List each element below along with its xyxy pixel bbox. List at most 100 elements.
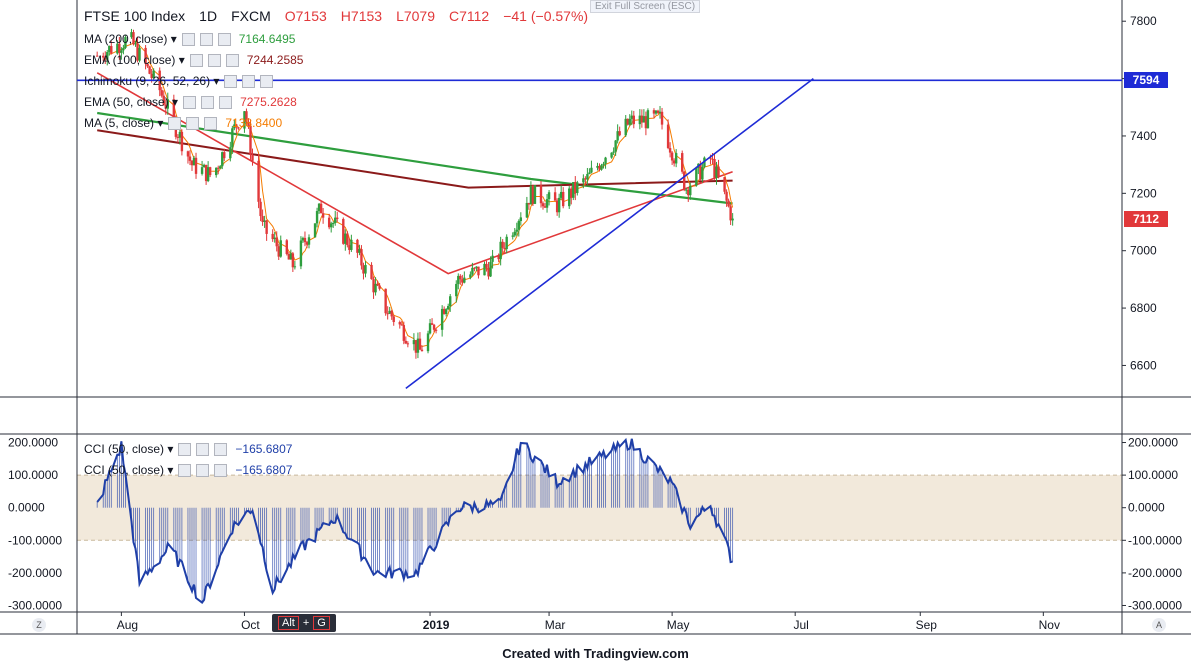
exit-fullscreen-button[interactable]: Exit Full Screen (ESC) <box>590 0 701 13</box>
indicator-legend-value: 7138.8400 <box>225 116 283 130</box>
candle-body <box>360 249 363 266</box>
visibility-icon[interactable] <box>196 463 210 477</box>
visibility-icon[interactable] <box>242 74 256 88</box>
candle-body <box>428 323 432 334</box>
candle-body <box>356 239 359 253</box>
candle-body <box>204 164 208 182</box>
candle-body <box>172 99 176 118</box>
candle-body <box>644 116 648 129</box>
visibility-icon[interactable] <box>201 95 215 109</box>
cci-legend-name[interactable]: CCI (50, close) ▾ <box>84 442 174 456</box>
indicator-legend-name[interactable]: Ichimoku (9, 26, 52, 26) ▾ <box>84 74 220 88</box>
candle-body <box>674 153 678 164</box>
candle-body <box>610 152 613 158</box>
candle-body <box>699 163 702 180</box>
candle-body <box>503 247 506 250</box>
candle-body <box>404 340 408 344</box>
remove-icon[interactable] <box>214 442 228 456</box>
zoom-reset-icon[interactable]: Z <box>32 618 46 632</box>
settings-icon[interactable] <box>183 95 197 109</box>
candle-body <box>132 32 135 45</box>
candle-body <box>376 283 379 286</box>
candle-body <box>344 233 347 244</box>
indicator-legend-row[interactable]: MA (200, close) ▾ 7164.6495 <box>84 32 295 46</box>
footer-credit: Created with Tradingview.com <box>502 646 689 661</box>
settings-icon[interactable] <box>224 74 238 88</box>
cci-tick-label: 100.0000 <box>1128 468 1178 482</box>
candle-body <box>95 55 99 57</box>
candle-body <box>683 171 686 190</box>
resistance-price-tag: 7594 <box>1124 72 1168 89</box>
cci-left-tick-label: 0.0000 <box>8 501 45 515</box>
visibility-icon[interactable] <box>199 32 213 46</box>
candle-body <box>446 306 450 310</box>
candle-body <box>449 296 452 307</box>
remove-icon[interactable] <box>225 53 239 67</box>
settings-icon[interactable] <box>181 32 195 46</box>
goto-date-hotkey[interactable]: Alt + G <box>272 614 336 632</box>
indicator-legend-name[interactable]: MA (200, close) ▾ <box>84 32 177 46</box>
settings-icon[interactable] <box>178 442 192 456</box>
remove-icon[interactable] <box>217 32 231 46</box>
indicator-legend-value: 7244.2585 <box>246 53 304 67</box>
candle-body <box>370 264 373 280</box>
candle-body <box>289 253 293 260</box>
candle-body <box>473 267 476 269</box>
candle-body <box>390 310 393 317</box>
candle-body <box>116 43 119 54</box>
candle-body <box>725 191 728 201</box>
candle-body <box>388 310 391 314</box>
cci-legend-row[interactable]: CCI (50, close) ▾ −165.6807 <box>84 442 292 456</box>
ohlc-low: L7079 <box>396 8 435 24</box>
indicator-legend-name[interactable]: MA (5, close) ▾ <box>84 116 164 130</box>
visibility-icon[interactable] <box>196 442 210 456</box>
symbol-header: FTSE 100 Index 1D FXCM O7153 H7153 L7079… <box>84 8 588 24</box>
price-tick-label: 7800 <box>1130 14 1157 28</box>
indicator-legend-name[interactable]: EMA (50, close) ▾ <box>84 95 179 109</box>
auto-scale-icon[interactable]: A <box>1152 618 1166 632</box>
candle-body <box>723 177 726 192</box>
candle-body <box>505 236 508 250</box>
cci-legend-row[interactable]: CCI (50, close) ▾ −165.6807 <box>84 463 292 477</box>
candle-body <box>120 50 123 53</box>
candle-body <box>285 240 289 255</box>
indicator-legend-name[interactable]: EMA (100, close) ▾ <box>84 53 185 67</box>
candle-body <box>501 241 504 248</box>
settings-icon[interactable] <box>168 116 182 130</box>
uptrend-line <box>405 77 814 390</box>
visibility-icon[interactable] <box>207 53 221 67</box>
candle-body <box>402 325 406 341</box>
remove-icon[interactable] <box>219 95 233 109</box>
remove-icon[interactable] <box>260 74 274 88</box>
candle-body <box>378 285 381 289</box>
chart-interval[interactable]: 1D <box>199 8 218 24</box>
indicator-legend-row[interactable]: MA (5, close) ▾ 7138.8400 <box>84 116 282 130</box>
candle-body <box>632 115 635 125</box>
candle-body <box>279 240 282 257</box>
candle-body <box>336 217 339 219</box>
cci-left-tick-label: -200.0000 <box>8 566 62 580</box>
remove-icon[interactable] <box>214 463 228 477</box>
candle-body <box>134 43 137 45</box>
settings-icon[interactable] <box>189 53 203 67</box>
candle-body <box>557 197 561 213</box>
settings-icon[interactable] <box>178 463 192 477</box>
g-key: G <box>313 616 330 630</box>
indicator-legend-row[interactable]: Ichimoku (9, 26, 52, 26) ▾ <box>84 74 274 88</box>
cci-legend-name[interactable]: CCI (50, close) ▾ <box>84 463 174 477</box>
indicator-legend-row[interactable]: EMA (50, close) ▾ 7275.2628 <box>84 95 297 109</box>
indicator-legend-row[interactable]: EMA (100, close) ▾ 7244.2585 <box>84 53 303 67</box>
visibility-icon[interactable] <box>186 116 200 130</box>
candle-body <box>317 203 321 212</box>
candle-body <box>386 313 389 315</box>
candle-body <box>717 166 720 178</box>
time-tick-label: Mar <box>545 618 566 632</box>
candle-body <box>146 63 149 67</box>
chart-symbol[interactable]: FTSE 100 Index <box>84 8 186 24</box>
candle-body <box>192 157 196 166</box>
remove-icon[interactable] <box>204 116 218 130</box>
candle-body <box>440 308 444 330</box>
